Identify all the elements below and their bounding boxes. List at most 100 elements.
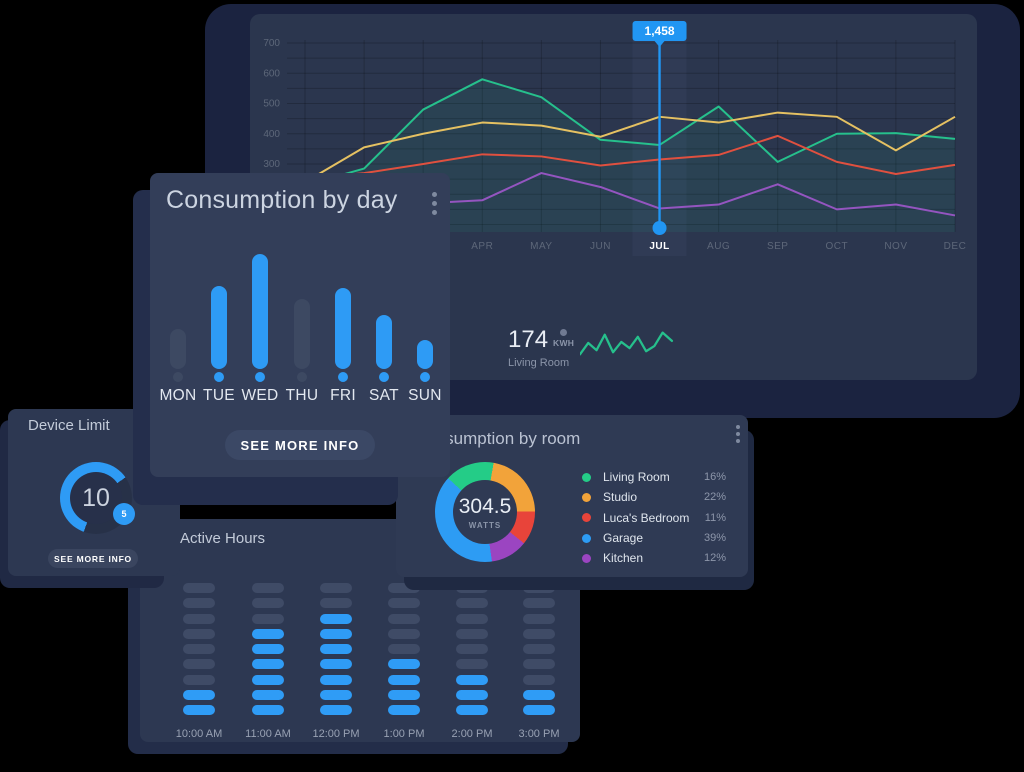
tooltip [632, 21, 687, 41]
x-axis-month[interactable]: APR [471, 241, 493, 252]
hour-pill [456, 659, 488, 670]
y-axis-tick: 500 [263, 99, 280, 110]
day-bar[interactable] [252, 254, 268, 369]
legend-dot-icon [582, 553, 591, 563]
day-label: MON [159, 387, 197, 404]
day-bar[interactable] [376, 315, 392, 369]
hour-column[interactable]: 12:00 PM [301, 583, 371, 740]
hour-pill [183, 644, 215, 654]
hour-pill [320, 659, 352, 670]
hour-column[interactable]: 10:00 AM [164, 583, 234, 740]
device-limit-value: 10 [82, 483, 110, 512]
day-label: TUE [203, 387, 235, 404]
legend-row[interactable]: Studio 22% [582, 487, 726, 507]
tooltip-value: 1,458 [645, 24, 675, 38]
hour-pill [183, 674, 215, 685]
day-bar[interactable] [170, 329, 186, 369]
x-axis-month[interactable]: DEC [944, 241, 967, 252]
hour-pill [388, 628, 420, 639]
legend-row[interactable]: Living Room 16% [582, 467, 726, 487]
day-column[interactable]: FRI [323, 254, 363, 405]
legend-row[interactable]: Kitchen 12% [582, 548, 726, 568]
hour-pill [388, 598, 420, 609]
day-column[interactable]: SUN [405, 254, 445, 405]
hour-pill [320, 644, 352, 654]
day-dot-icon [297, 372, 307, 382]
legend-row[interactable]: Garage 39% [582, 528, 726, 548]
hour-label: 12:00 PM [312, 728, 360, 741]
legend-label: Living Room [603, 470, 670, 485]
day-label: FRI [330, 387, 356, 404]
hour-column[interactable]: 3:00 PM [504, 583, 574, 740]
day-dot-icon [379, 372, 389, 382]
legend-dot-icon [582, 492, 591, 502]
hour-pill [523, 674, 555, 685]
hour-pill [456, 628, 488, 639]
living-room-sparkline [580, 331, 674, 356]
day-column[interactable]: THU [282, 254, 322, 405]
stat-unit: KWH [553, 338, 575, 348]
day-column[interactable]: WED [240, 254, 280, 405]
hour-pill [388, 644, 420, 654]
hour-pill [523, 598, 555, 609]
day-bar[interactable] [417, 340, 433, 369]
hour-pill [320, 583, 352, 593]
y-axis-tick: 400 [263, 129, 280, 140]
hour-pill [320, 613, 352, 624]
hour-pill [388, 674, 420, 685]
day-bar[interactable] [294, 299, 310, 369]
hour-pill [320, 598, 352, 609]
legend-label: Luca's Bedroom [603, 510, 690, 525]
legend-label: Kitchen [603, 551, 644, 566]
hour-pill [456, 689, 488, 700]
see-more-info-button[interactable]: SEE MORE INFO [48, 549, 138, 568]
hour-pill [252, 689, 284, 700]
more-options-icon[interactable] [736, 425, 740, 443]
x-axis-month[interactable]: NOV [884, 241, 907, 252]
hour-pill [252, 705, 284, 715]
hour-pill [183, 689, 215, 700]
room-donut-chart: 304.5 WATTS [435, 462, 535, 562]
day-bar[interactable] [211, 286, 227, 369]
legend-row[interactable]: Luca's Bedroom 11% [582, 508, 726, 528]
hour-pill [523, 705, 555, 715]
see-more-info-button[interactable]: SEE MORE INFO [225, 430, 375, 460]
more-options-icon[interactable] [432, 192, 437, 215]
stat-value: 174 [508, 326, 549, 353]
day-column[interactable]: TUE [199, 254, 239, 405]
active-hours-chart: 10:00 AM 11:00 AM 12:00 PM 1:00 PM 2:00 PM 3:… [140, 519, 580, 742]
active-hours-title: Active Hours [180, 530, 266, 547]
hour-pill [388, 705, 420, 715]
x-axis-month[interactable]: JUN [590, 241, 611, 252]
x-axis-month[interactable]: SEP [767, 241, 789, 252]
x-axis-month[interactable]: AUG [707, 241, 730, 252]
hour-pill [456, 674, 488, 685]
hour-column[interactable]: 1:00 PM [369, 583, 439, 740]
x-axis-month[interactable]: OCT [826, 241, 849, 252]
hour-pill [456, 613, 488, 624]
legend-percentage: 12% [703, 552, 726, 565]
device-limit-card: Device Limit 10 5 SEE MORE INFO [8, 409, 180, 576]
hour-pill [183, 598, 215, 609]
legend-percentage: 22% [703, 491, 726, 504]
legend-label: Studio [603, 490, 638, 505]
hour-label: 11:00 AM [245, 728, 291, 741]
x-axis-month[interactable]: MAY [530, 241, 552, 252]
hour-column[interactable]: 11:00 AM [233, 583, 303, 740]
hour-column[interactable]: 2:00 PM [437, 583, 507, 740]
stat-dot-icon [560, 329, 568, 336]
hour-pill [320, 689, 352, 700]
day-bar[interactable] [335, 288, 351, 369]
day-column[interactable]: MON [158, 254, 198, 405]
watts-unit: WATTS [468, 520, 502, 530]
hour-pill [388, 613, 420, 624]
hour-pill [183, 583, 215, 593]
y-axis-tick: 300 [263, 159, 280, 170]
day-column[interactable]: SAT [364, 254, 404, 405]
x-axis-month[interactable]: JUL [649, 241, 669, 252]
hour-pill [252, 598, 284, 609]
watts-value: 304.5 [458, 494, 512, 518]
hour-pill [388, 659, 420, 670]
consumption-by-day-card: Consumption by day MON TUE WED THU FRI S… [150, 173, 450, 477]
room-card-title: Consumption by room [414, 429, 581, 448]
